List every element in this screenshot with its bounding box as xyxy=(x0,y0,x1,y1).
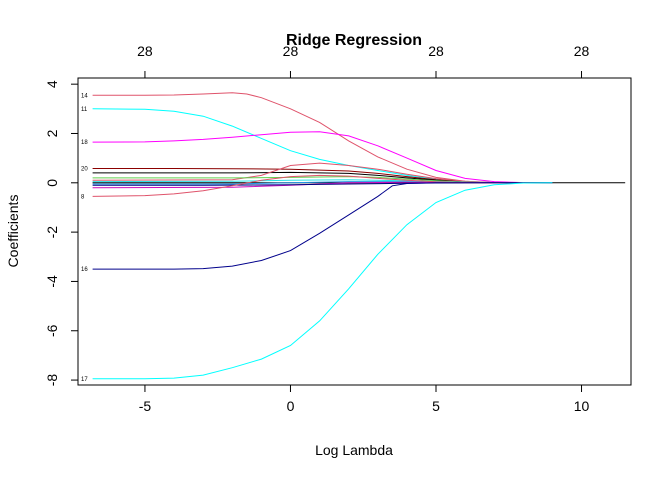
series-line-17 xyxy=(92,182,553,380)
x-axis: -5 0 5 10 xyxy=(139,384,590,414)
series-labels: 14 11 18 20 8 16 17 xyxy=(81,93,88,383)
series-label-20: 20 xyxy=(81,166,88,172)
chart-title: Ridge Regression xyxy=(286,32,422,49)
top-tick-label: 28 xyxy=(283,43,299,59)
y-tick-label: -8 xyxy=(44,374,60,387)
y-axis-title: Coefficients xyxy=(5,195,21,268)
series-label-18: 18 xyxy=(81,140,88,146)
series-label-17: 17 xyxy=(81,377,88,383)
series-line-18 xyxy=(92,131,553,184)
x-tick-label: 5 xyxy=(432,398,440,414)
top-tick-label: 28 xyxy=(428,43,444,59)
series-label-16: 16 xyxy=(81,267,88,273)
x-tick-label: -5 xyxy=(139,398,152,414)
plot-lines xyxy=(92,92,626,380)
top-tick-label: 28 xyxy=(137,43,153,59)
y-tick-label: 0 xyxy=(44,179,60,187)
x-axis-title: Log Lambda xyxy=(315,442,393,458)
y-tick-label: 4 xyxy=(44,80,60,88)
y-tick-label: -4 xyxy=(44,275,60,288)
x-tick-label: 10 xyxy=(574,398,590,414)
series-label-14: 14 xyxy=(81,93,88,99)
x-tick-label: 0 xyxy=(287,398,295,414)
top-tick-label: 28 xyxy=(574,43,590,59)
series-line-16 xyxy=(92,182,553,270)
y-tick-label: -2 xyxy=(44,226,60,239)
y-tick-label: 2 xyxy=(44,129,60,137)
top-axis: 28 28 28 28 xyxy=(137,43,590,79)
series-label-11: 11 xyxy=(81,107,88,113)
series-line-unlabeled-5 xyxy=(92,162,524,184)
y-tick-label: -6 xyxy=(44,324,60,337)
series-label-8: 8 xyxy=(81,194,85,200)
y-axis: -8 -6 -4 -2 0 2 4 xyxy=(44,80,79,387)
